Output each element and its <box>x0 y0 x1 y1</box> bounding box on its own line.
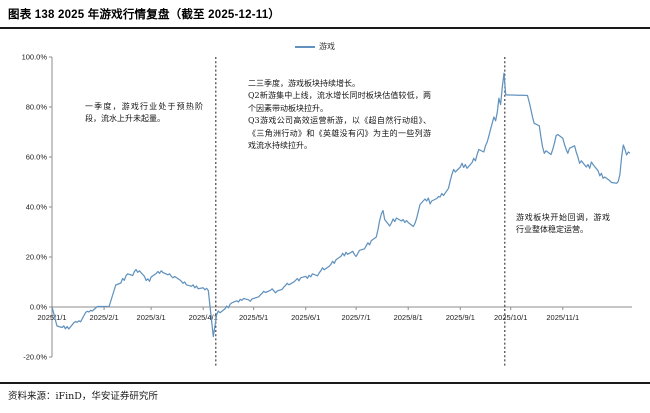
x-tick-label: 2025/9/1 <box>446 313 475 322</box>
series-line-游戏 <box>51 72 631 338</box>
x-tick-label: 2025/2/1 <box>89 313 118 322</box>
figure-title: 图表 138 2025 年游戏行情复盘（截至 2025-12-11） <box>8 9 281 21</box>
y-tick-label: 60.0% <box>26 153 48 162</box>
x-tick-label: 2025/7/1 <box>342 313 371 322</box>
legend-series-label: 游戏 <box>319 42 335 51</box>
annotation-q4: 游戏板块开始回调，游戏行业整体稳定运营。 <box>516 213 610 235</box>
y-tick-label: -20.0% <box>23 353 47 362</box>
y-tick-label: 0.0% <box>30 303 47 312</box>
x-tick-label: 2025/1/1 <box>37 313 66 322</box>
y-tick-label: 20.0% <box>26 253 48 262</box>
x-tick-label: 2025/6/1 <box>291 313 320 322</box>
x-tick-label: 2025/4/1 <box>189 313 218 322</box>
x-tick-label: 2025/8/1 <box>394 313 423 322</box>
annotation-q2-q3: 二三季度，游戏板块持续增长。 Q2新游集中上线，流水增长同时板块估值较低，两个因… <box>248 79 431 150</box>
footer-divider <box>0 382 650 384</box>
x-tick-label: 2025/10/1 <box>494 313 527 322</box>
legend-line-swatch <box>295 45 315 48</box>
data-source: 资料来源：iFinD，华安证券研究所 <box>8 391 158 402</box>
x-tick-label: 2025/11/1 <box>546 313 579 322</box>
chart-legend: 游戏 <box>295 41 335 52</box>
y-tick-label: 100.0% <box>22 53 48 62</box>
y-tick-label: 40.0% <box>26 203 48 212</box>
y-tick-label: 80.0% <box>26 103 48 112</box>
title-divider <box>0 27 650 29</box>
x-tick-label: 2025/5/1 <box>239 313 268 322</box>
x-tick-label: 2025/3/1 <box>137 313 166 322</box>
annotation-q1: 一季度，游戏行业处于预热阶段，流水上升未起量。 <box>85 102 203 124</box>
